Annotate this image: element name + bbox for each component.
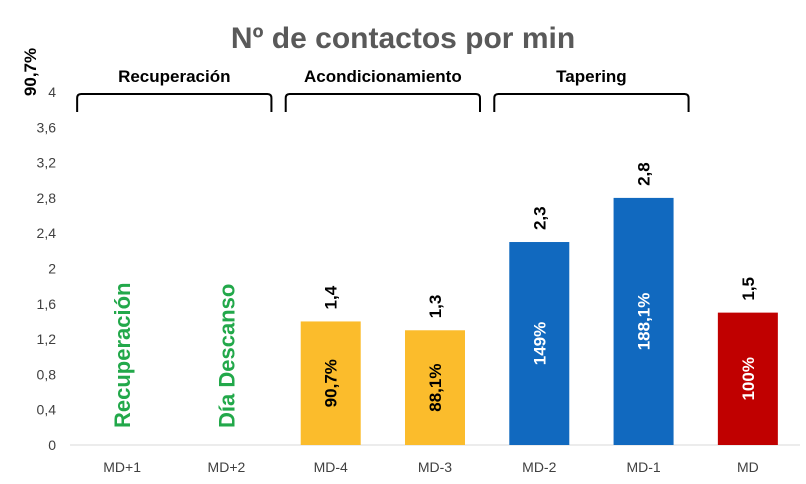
group-label: Recuperación (118, 67, 230, 86)
bars-layer: 1,4 90,7% 1,3 88,1% 2,3 149% 2,8 188,1% 1,5 100% R… (110, 162, 778, 445)
y-tick-label: 3,2 (37, 155, 57, 171)
value-label: 2,8 (635, 162, 654, 186)
x-tick-label: MD-3 (418, 459, 452, 475)
group-bracket (284, 93, 481, 112)
bar-MD-2 (509, 242, 570, 445)
category-note: Recuperación (110, 283, 135, 429)
y-tick-label: 2,8 (37, 190, 57, 206)
y-tick-label: 0,8 (37, 366, 57, 382)
y-tick-label: 1,6 (37, 296, 57, 312)
y-tick-label: 2,4 (37, 225, 57, 241)
percent-label: 100% (739, 357, 758, 400)
group-label: Tapering (556, 67, 627, 86)
x-tick-label: MD-4 (314, 459, 348, 475)
group-bracket (493, 93, 690, 112)
value-label: 1,3 (426, 295, 445, 319)
bar-MD-4 (300, 321, 361, 445)
x-tick-label: MD (737, 459, 759, 475)
x-tick-label: MD-1 (626, 459, 660, 475)
bar-MD (717, 312, 778, 445)
chart-title: Nº de contactos por min (231, 22, 575, 55)
percent-label: 188,1% (635, 293, 654, 351)
bar-MD-3 (405, 330, 465, 445)
percent-label: 90,7% (322, 359, 341, 407)
percent-label: 149% (530, 322, 549, 365)
y-tick-label: 1,2 (37, 331, 57, 347)
value-label: 2,3 (530, 206, 549, 230)
x-tick-label: MD+1 (103, 459, 141, 475)
y-tick-label: 3,6 (37, 119, 57, 135)
y-tick-label: 0,4 (37, 402, 57, 418)
percent-label: 88,1% (426, 364, 445, 412)
x-tick-label: MD-2 (522, 459, 556, 475)
bar-MD-1 (613, 197, 674, 445)
value-label: 1,4 (322, 285, 341, 309)
group-bracket (76, 93, 273, 112)
category-note: Día Descanso (214, 284, 239, 428)
x-axis: MD+1 MD+2 MD-4 MD-3 MD-2 MD-1 MD (103, 459, 758, 475)
y-tick-label: 4 (48, 84, 56, 100)
y-tick-label: 0 (48, 437, 56, 453)
value-label: 1,5 (739, 277, 758, 301)
y-tick-label: 2 (48, 261, 56, 277)
y-axis: 0 0,4 0,8 1,2 1,6 2 2,4 2,8 3,2 3,6 4 (37, 84, 57, 453)
group-brackets: Recuperación Acondicionamiento Tapering (76, 67, 690, 112)
group-label: Acondicionamiento (304, 67, 462, 86)
x-tick-label: MD+2 (208, 459, 246, 475)
corner-label: 90,7% (21, 48, 40, 96)
